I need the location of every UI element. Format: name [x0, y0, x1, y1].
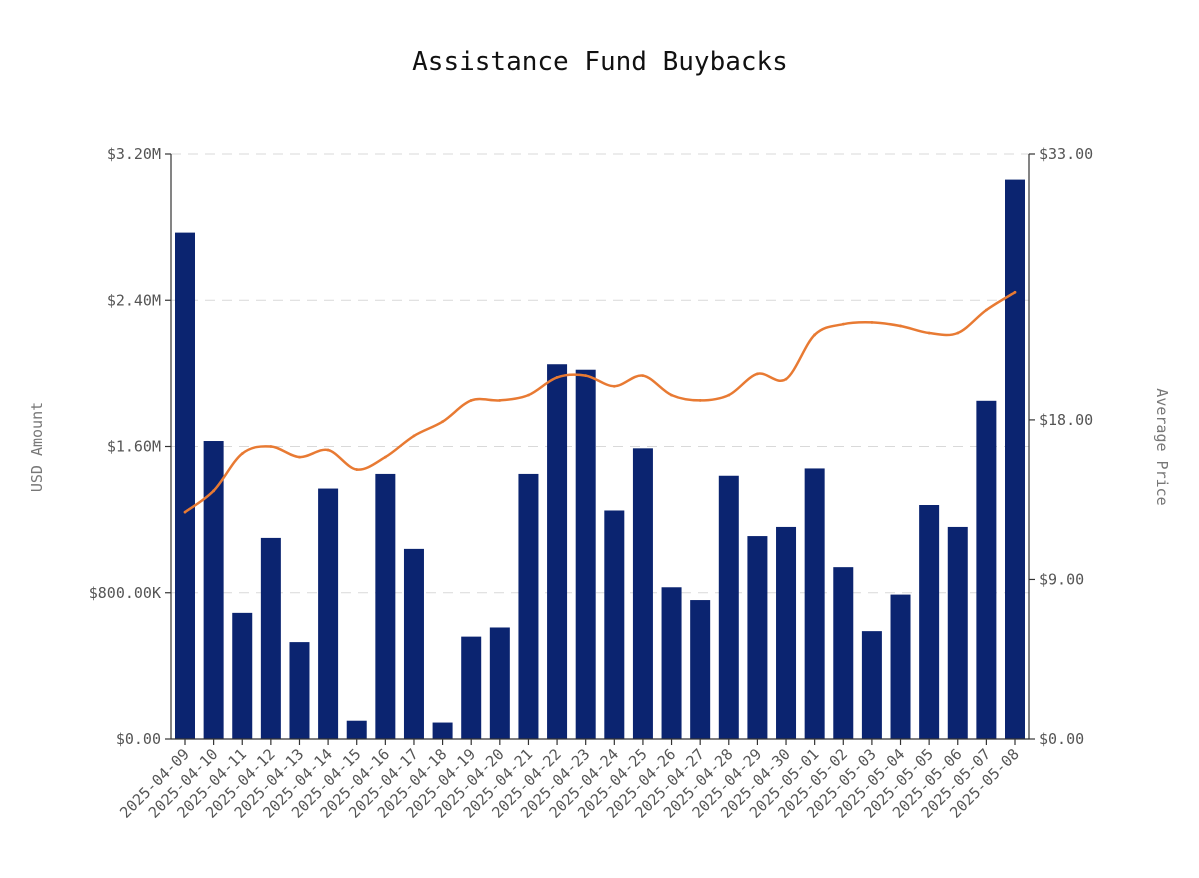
price-point	[441, 420, 444, 424]
price-point	[240, 452, 244, 455]
price-point	[326, 448, 330, 452]
price-point	[412, 434, 416, 438]
price-point	[841, 322, 845, 326]
price-point	[469, 399, 473, 402]
x-ticks: 2025-04-092025-04-102025-04-112025-04-12…	[116, 739, 1023, 822]
price-point	[784, 377, 788, 381]
price-point	[641, 374, 645, 377]
bar	[175, 232, 195, 739]
right-tick-label: $18.00	[1039, 411, 1093, 429]
bar	[232, 612, 253, 739]
price-point	[498, 399, 502, 402]
price-line	[184, 291, 1016, 514]
bar	[575, 369, 596, 739]
price-point	[584, 374, 588, 377]
price-point	[527, 393, 530, 397]
bar	[375, 473, 396, 739]
y2-axis-title: Average Price	[1153, 388, 1171, 505]
price-point	[612, 384, 616, 388]
left-tick-label: $1.60M	[107, 438, 161, 456]
bar	[690, 600, 711, 739]
left-tick-label: $2.40M	[107, 291, 161, 309]
bar	[890, 594, 911, 739]
y-axis-title: USD Amount	[28, 402, 46, 492]
bar	[260, 537, 281, 739]
right-y-ticks: $0.00 $9.00 $18.00 $33.00	[1029, 145, 1093, 748]
left-tick-label: $0.00	[116, 730, 161, 748]
left-tick-label: $3.20M	[107, 145, 161, 163]
bar	[289, 642, 310, 739]
bar	[919, 505, 940, 739]
price-point	[984, 308, 988, 312]
bar	[518, 473, 539, 739]
bar	[661, 587, 682, 739]
price-point	[813, 333, 817, 337]
price-point	[269, 445, 273, 448]
chart-title: Assistance Fund Buybacks	[412, 47, 788, 77]
price-point	[1013, 290, 1017, 294]
bar	[604, 510, 625, 739]
price-point	[698, 399, 702, 402]
bar	[632, 448, 653, 739]
price-point	[727, 393, 731, 397]
bar-series	[175, 179, 1025, 739]
bar	[776, 526, 797, 739]
price-point	[870, 321, 874, 324]
left-y-ticks: $0.00 $800.00K $1.60M $2.40M $3.20M	[89, 145, 171, 748]
bar	[432, 722, 453, 739]
price-point	[756, 372, 759, 376]
left-tick-label: $800.00K	[89, 584, 161, 602]
price-point	[899, 324, 902, 328]
price-point	[555, 375, 559, 379]
bar	[833, 567, 854, 739]
bar	[718, 475, 739, 739]
gridlines	[171, 153, 1029, 594]
right-tick-label: $9.00	[1039, 570, 1084, 588]
bar	[318, 488, 339, 739]
price-line-series	[183, 290, 1017, 514]
bar	[547, 364, 568, 739]
bar	[861, 631, 882, 739]
price-point	[670, 393, 673, 397]
bar	[976, 400, 997, 739]
bar	[489, 627, 510, 739]
right-tick-label: $33.00	[1039, 145, 1093, 163]
bar	[461, 636, 482, 739]
bar	[747, 536, 768, 739]
bar	[947, 526, 968, 739]
right-tick-label: $0.00	[1039, 730, 1084, 748]
bar	[403, 548, 424, 739]
price-point	[956, 331, 960, 335]
price-point	[212, 489, 216, 493]
price-point	[383, 455, 387, 459]
price-point	[927, 331, 931, 335]
bar	[203, 441, 224, 739]
price-point	[355, 468, 359, 471]
price-point	[298, 455, 301, 459]
price-point	[183, 510, 187, 514]
bar	[804, 468, 825, 739]
bar	[346, 720, 367, 739]
bar	[1005, 179, 1025, 739]
